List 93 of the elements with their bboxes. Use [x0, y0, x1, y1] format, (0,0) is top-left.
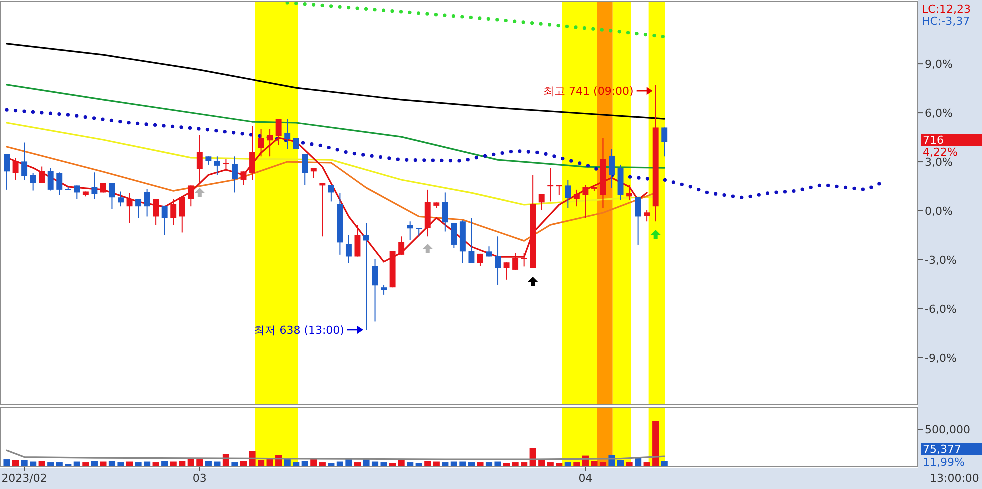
text: HC:-3,37	[922, 15, 970, 28]
candlestick	[407, 221, 414, 241]
y-tick-label: 500,000	[925, 424, 970, 437]
y-tick-label: 6,0%	[925, 107, 953, 120]
text: 75,377	[923, 443, 962, 456]
bar	[249, 451, 256, 467]
point	[194, 188, 205, 198]
candlestick	[451, 222, 458, 249]
candlestick	[39, 166, 46, 184]
line-series	[286, 2, 666, 39]
x-tick-label: 03	[192, 472, 207, 485]
y-tick-label: 0,0%	[925, 205, 953, 218]
candlestick	[381, 284, 388, 296]
candlestick	[398, 236, 405, 256]
candlestick	[302, 154, 308, 186]
bar	[162, 461, 168, 467]
candlestick	[136, 198, 142, 219]
bar	[196, 460, 204, 467]
candlestick	[284, 118, 291, 150]
candlestick	[153, 198, 160, 226]
line-series	[6, 43, 666, 120]
bar	[380, 462, 388, 467]
y-tick-label: 9,0%	[925, 58, 953, 72]
candlestick	[372, 258, 378, 322]
line-series	[6, 84, 666, 169]
bar	[232, 462, 238, 467]
bar	[108, 461, 116, 467]
candlestick	[4, 154, 10, 190]
candlestick	[644, 210, 650, 222]
candlestick	[126, 192, 133, 224]
text: LC:12,23	[922, 3, 972, 16]
bar	[494, 462, 502, 467]
candlestick	[240, 171, 247, 186]
candlestick	[364, 222, 370, 331]
point	[528, 277, 538, 286]
candlestick	[609, 148, 615, 189]
bar	[477, 462, 484, 467]
bar	[4, 460, 10, 467]
candlestick	[92, 172, 98, 200]
candlestick	[442, 192, 448, 232]
bar	[38, 461, 46, 467]
x-tick-label: 04	[578, 472, 593, 485]
candlestick	[214, 156, 220, 176]
bar	[284, 460, 291, 467]
bar	[205, 461, 212, 467]
bar	[302, 461, 308, 467]
text: 11,99%	[923, 456, 965, 469]
bar	[363, 460, 370, 467]
candlestick	[56, 172, 63, 196]
bar	[626, 462, 633, 467]
point	[650, 230, 661, 240]
point	[422, 244, 433, 254]
candlestick	[346, 234, 352, 264]
bar	[118, 462, 124, 467]
candlestick	[582, 184, 589, 219]
candlestick	[74, 185, 80, 200]
y-tick-label: -3,0%	[925, 254, 957, 267]
candlestick	[468, 218, 475, 264]
y-tick-label: -6,0%	[925, 302, 957, 316]
candlestick	[170, 198, 177, 226]
candlestick	[22, 142, 28, 180]
candlestick	[12, 158, 19, 180]
text: 716	[923, 134, 944, 148]
candlestick	[626, 184, 633, 201]
y-tick-label: -9,0%	[925, 352, 957, 365]
candlestick	[109, 182, 116, 210]
bar	[91, 461, 98, 467]
bar	[266, 460, 274, 467]
candlestick	[179, 196, 186, 234]
bar	[240, 461, 248, 467]
candlestick	[232, 156, 238, 194]
candlestick	[478, 253, 484, 267]
bar	[179, 461, 186, 467]
candlestick	[565, 179, 572, 209]
candlestick	[188, 185, 194, 208]
candlestick	[635, 196, 642, 246]
bar	[591, 461, 598, 467]
candlestick	[162, 205, 168, 236]
bar	[424, 461, 432, 467]
candlestick	[118, 191, 124, 208]
candlestick	[538, 194, 545, 211]
candlestick	[144, 188, 150, 218]
x-tick-label: 2023/02	[2, 472, 48, 485]
candlestick	[662, 127, 668, 158]
candlestick	[504, 262, 510, 280]
candlestick	[574, 189, 580, 208]
candlestick	[354, 224, 361, 258]
candlestick	[495, 236, 501, 286]
candlestick	[328, 184, 334, 202]
candlestick	[48, 168, 54, 192]
text: 13:00:00	[930, 472, 980, 485]
candlestick	[30, 172, 36, 192]
bar	[135, 462, 142, 467]
